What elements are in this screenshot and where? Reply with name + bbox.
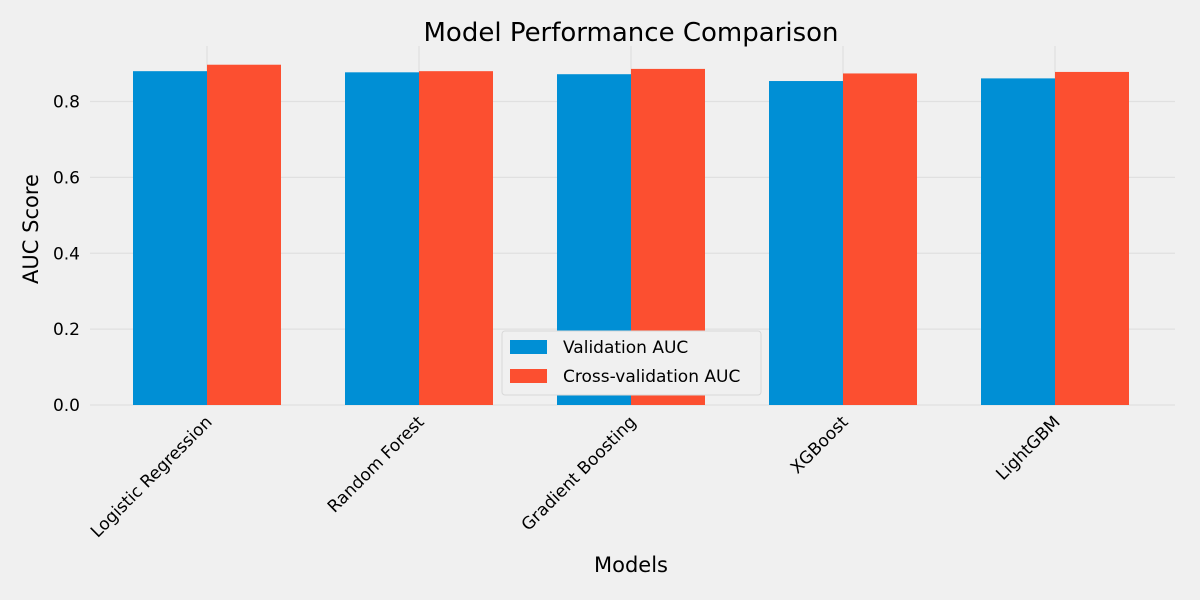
legend-swatch-validation [510,340,547,354]
y-tick-label: 0.6 [53,168,80,188]
bar-cross-validation [1055,71,1129,405]
y-axis-ticks: 0.0 0.2 0.4 0.6 0.8 [53,93,80,416]
y-tick-label: 0.4 [53,244,80,264]
legend: Validation AUC Cross-validation AUC [501,330,762,396]
legend-label-cross-validation: Cross-validation AUC [563,367,740,387]
chart-title: Model Performance Comparison [423,18,838,48]
bar-cross-validation [843,73,917,405]
bar-cross-validation [419,71,493,405]
bar-cross-validation [207,64,281,405]
legend-label-validation: Validation AUC [563,338,688,358]
y-tick-label: 0.2 [53,320,80,340]
y-tick-label: 0.0 [53,396,80,416]
bar-validation [345,72,419,406]
bar-validation [981,78,1055,405]
legend-swatch-cross-validation [510,369,547,383]
bar-validation [133,71,207,405]
y-axis-label: AUC Score [19,174,43,284]
y-tick-label: 0.8 [53,93,80,113]
legend-frame [501,330,762,396]
bar-validation [769,81,843,405]
x-axis-label: Models [594,553,668,577]
